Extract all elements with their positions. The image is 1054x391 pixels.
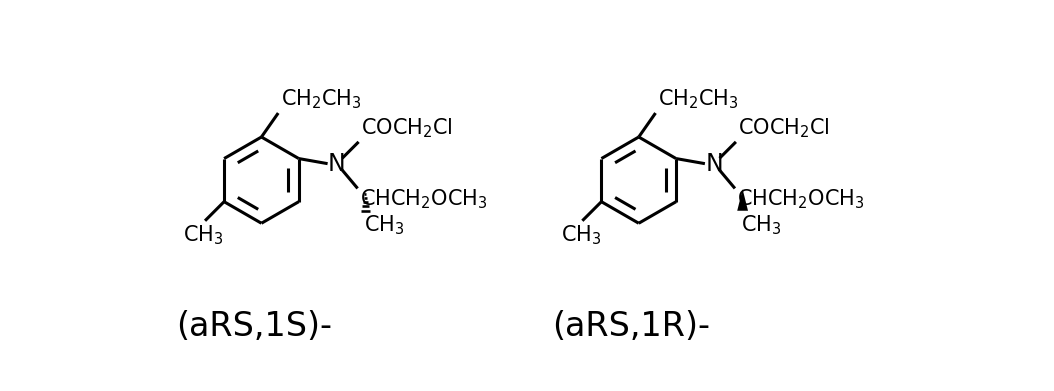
Text: $\mathregular{CH_3}$: $\mathregular{CH_3}$ [183,223,223,247]
Text: (aRS,1S)-: (aRS,1S)- [176,310,332,343]
Text: N: N [705,152,723,176]
Text: $\mathregular{CH_3}$: $\mathregular{CH_3}$ [364,214,405,237]
Text: $\mathregular{CHCH_2OCH_3}$: $\mathregular{CHCH_2OCH_3}$ [737,188,865,211]
Text: $\mathregular{COCH_2Cl}$: $\mathregular{COCH_2Cl}$ [360,116,453,140]
Text: N: N [328,152,346,176]
Text: $\mathregular{CHCH_2OCH_3}$: $\mathregular{CHCH_2OCH_3}$ [359,188,488,211]
Text: (aRS,1R)-: (aRS,1R)- [552,310,710,343]
Text: $\mathregular{CH_2CH_3}$: $\mathregular{CH_2CH_3}$ [280,87,362,111]
Polygon shape [737,189,748,211]
Text: $\mathregular{CH_3}$: $\mathregular{CH_3}$ [741,214,782,237]
Text: $\mathregular{CH_3}$: $\mathregular{CH_3}$ [561,223,601,247]
Text: $\mathregular{COCH_2Cl}$: $\mathregular{COCH_2Cl}$ [738,116,831,140]
Text: $\mathregular{CH_2CH_3}$: $\mathregular{CH_2CH_3}$ [658,87,739,111]
